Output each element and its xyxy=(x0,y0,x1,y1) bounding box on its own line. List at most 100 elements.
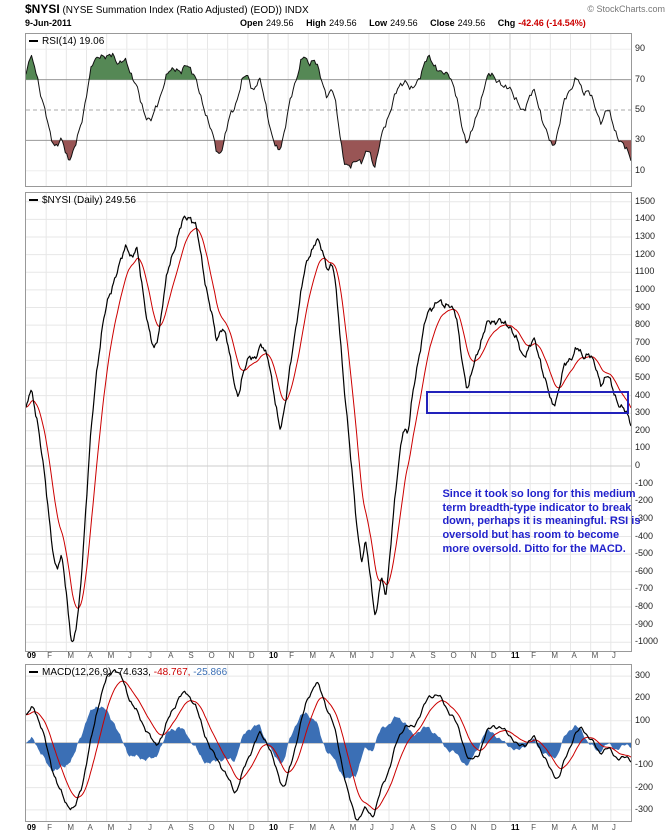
rsi-y-axis: 90 70 50 30 10 xyxy=(633,33,669,185)
x-month-label: 09 xyxy=(27,823,36,832)
y-tick-label: -900 xyxy=(635,618,654,629)
rsi-panel: RSI(14) 19.06 xyxy=(25,33,632,187)
high-value: 249.56 xyxy=(329,18,357,28)
legend-line-marker xyxy=(29,40,38,43)
y-tick-label: 1300 xyxy=(635,231,656,242)
legend-line-marker xyxy=(29,199,38,202)
x-month-label: F xyxy=(47,823,53,832)
x-month-label: S xyxy=(430,823,436,832)
y-tick-label: 600 xyxy=(635,354,651,365)
close-label: Close xyxy=(430,18,455,28)
x-month-label: J xyxy=(611,823,616,832)
x-month-label: 10 xyxy=(269,823,278,832)
y-tick-label: 200 xyxy=(635,424,651,435)
rsi-legend-label: RSI(14) 19.06 xyxy=(42,36,105,47)
x-month-label: S xyxy=(188,823,194,832)
x-month-label: N xyxy=(228,823,235,832)
y-tick-label: 200 xyxy=(635,692,651,703)
price-legend-label: $NYSI (Daily) 249.56 xyxy=(42,195,136,206)
x-month-label: J xyxy=(148,651,152,660)
price-panel: $NYSI (Daily) 249.56 xyxy=(25,192,632,652)
x-month-label: A xyxy=(87,823,93,832)
x-month-label: M xyxy=(67,823,74,832)
macd-line xyxy=(26,668,631,821)
annotation-note: Since it took so long for this medium te… xyxy=(442,487,641,555)
x-month-label: O xyxy=(208,823,215,832)
y-tick-label: -400 xyxy=(635,530,654,541)
x-month-label: J xyxy=(369,651,374,660)
y-tick-label: -200 xyxy=(635,781,654,792)
y-tick-label: 0 xyxy=(635,737,641,747)
y-tick-label: 800 xyxy=(635,319,651,330)
chg-value: -42.46 (-14.54%) xyxy=(518,18,586,28)
x-month-label: J xyxy=(127,651,132,660)
x-month-label: M xyxy=(551,823,558,832)
ohlc-readout: Open 249.56 High 249.56 Low 249.56 Close 249… xyxy=(230,18,586,28)
x-month-label: M xyxy=(309,823,316,832)
y-tick-label: -200 xyxy=(635,495,654,506)
x-month-label: M xyxy=(551,651,558,660)
macd-panel-svg xyxy=(26,665,631,821)
low-value: 249.56 xyxy=(390,18,418,28)
y-tick-label: -500 xyxy=(635,548,654,559)
x-month-label: A xyxy=(329,823,335,832)
grid xyxy=(26,665,631,821)
x-month-label: J xyxy=(390,651,394,660)
y-tick-label: 900 xyxy=(635,301,651,312)
y-tick-label: 500 xyxy=(635,371,651,382)
y-tick-label: 1100 xyxy=(635,266,655,277)
chg-label: Chg xyxy=(497,18,516,28)
grid xyxy=(26,193,631,651)
y-tick-label: -800 xyxy=(635,600,654,611)
price-line xyxy=(26,215,631,643)
x-month-label: M xyxy=(591,823,599,832)
x-month-label: M xyxy=(67,651,74,660)
x-month-label: A xyxy=(410,823,416,832)
x-month-label: A xyxy=(571,823,577,832)
price-panel-svg xyxy=(26,193,631,651)
x-month-label: F xyxy=(531,823,537,832)
x-month-label: F xyxy=(47,651,53,660)
rsi-panel-svg xyxy=(26,34,631,186)
open-value: 249.56 xyxy=(266,18,294,28)
x-month-label: A xyxy=(168,823,174,832)
chart-title: $NYSI (NYSE Summation Index (Ratio Adjus… xyxy=(25,2,309,16)
y-tick-label: 1500 xyxy=(635,195,656,206)
y-tick-label: 1400 xyxy=(635,213,656,224)
x-month-label: N xyxy=(470,651,477,660)
macd-legend: MACD(12,26,9) -74.633, -48.767, -25.866 xyxy=(29,667,227,678)
x-month-label: O xyxy=(450,651,457,660)
x-month-label: F xyxy=(531,651,537,660)
rsi-line xyxy=(26,52,631,169)
x-month-label: M xyxy=(107,823,115,832)
y-tick-label: 50 xyxy=(635,104,646,114)
x-month-label: N xyxy=(470,823,477,832)
x-month-label: J xyxy=(148,823,152,832)
x-month-label: F xyxy=(289,823,295,832)
y-tick-label: -100 xyxy=(635,759,654,770)
x-month-label: 11 xyxy=(511,651,520,660)
ema-line xyxy=(26,227,631,609)
x-month-label: J xyxy=(127,823,132,832)
x-axis-top: 09 F M A M J J A S O N D 10 F M A M J J A S O N D 11 F M A M J xyxy=(25,651,630,663)
y-tick-label: 700 xyxy=(635,336,651,347)
x-month-label: D xyxy=(248,823,255,832)
y-tick-label: 1000 xyxy=(635,283,656,294)
x-month-label: A xyxy=(87,651,93,660)
symbol: $NYSI xyxy=(25,2,60,16)
x-month-label: M xyxy=(107,651,115,660)
price-legend: $NYSI (Daily) 249.56 xyxy=(29,195,136,206)
support-zone-rectangle xyxy=(426,391,629,414)
y-tick-label: -600 xyxy=(635,565,654,576)
stockcharts-copyright-link[interactable]: © StockCharts.com xyxy=(587,4,665,14)
quote-date: 9-Jun-2011 xyxy=(25,18,72,28)
x-axis-bottom: 09 F M A M J J A S O N D 10 F M A M J J A S O N D 11 F M A M J xyxy=(25,823,630,835)
x-month-label: M xyxy=(591,651,599,660)
x-month-label: J xyxy=(390,823,394,832)
macd-value: -74.633, xyxy=(114,667,151,678)
x-month-label: D xyxy=(490,651,497,660)
x-month-label: A xyxy=(571,651,577,660)
signal-line xyxy=(26,680,631,811)
y-tick-label: -300 xyxy=(635,803,654,814)
